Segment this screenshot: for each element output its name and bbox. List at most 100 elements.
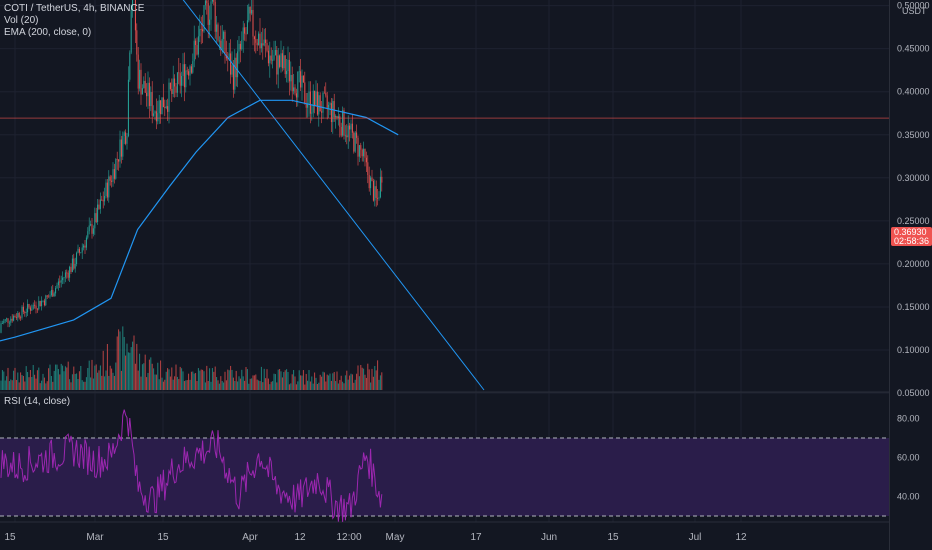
volume-bar-down	[336, 371, 338, 390]
time-tick-label: 15	[4, 532, 16, 543]
candle-down	[279, 55, 281, 67]
volume-bar-up	[234, 381, 236, 390]
candle-down	[276, 50, 278, 75]
candle-down	[179, 73, 181, 86]
volume-bar-down	[84, 381, 86, 390]
candle-down	[323, 92, 325, 94]
volume-bar-up	[263, 368, 265, 390]
volume-bar-up	[315, 377, 317, 390]
candle-down	[95, 213, 97, 223]
candle-up	[150, 92, 152, 107]
candle-down	[214, 1, 216, 32]
volume-bar-down	[67, 361, 69, 390]
volume-bar-down	[7, 367, 9, 390]
candle-down	[333, 101, 335, 118]
candle-down	[326, 95, 328, 108]
candle-up	[234, 57, 236, 90]
volume-bar-down	[368, 369, 370, 390]
volume-bar-down	[91, 359, 93, 390]
candle-down	[24, 311, 26, 314]
rsi-legend[interactable]: RSI (14, close)	[4, 396, 71, 407]
candle-down	[262, 43, 264, 46]
candle-down	[255, 39, 257, 43]
candle-up	[92, 228, 94, 234]
volume-bar-down	[102, 350, 104, 390]
candle-down	[59, 281, 61, 283]
candle-up	[32, 304, 34, 310]
candle-up	[210, 1, 212, 20]
volume-bar-up	[0, 380, 2, 390]
volume-bar-down	[220, 376, 222, 390]
volume-bar-down	[349, 375, 351, 390]
volume-bar-up	[277, 369, 279, 390]
candle-down	[259, 33, 261, 49]
volume-bar-down	[186, 380, 188, 390]
candle-up	[126, 136, 128, 144]
candle-down	[253, 36, 255, 40]
volume-legend[interactable]: Vol (20)	[4, 15, 39, 26]
candle-down	[281, 53, 283, 69]
candle-up	[147, 82, 149, 97]
volume-bar-up	[71, 374, 73, 390]
candle-up	[0, 323, 2, 333]
candle-up	[76, 252, 78, 264]
candle-up	[83, 245, 85, 248]
volume-bar-down	[137, 370, 139, 390]
symbol-legend[interactable]: COTI / TetherUS, 4h, BINANCE	[4, 3, 145, 14]
volume-bar-up	[161, 377, 163, 390]
candle-down	[22, 306, 24, 312]
candle-up	[129, 52, 131, 80]
rsi-tick-label: 40.00	[897, 492, 920, 502]
time-tick-label: 12	[735, 532, 747, 543]
volume-bar-down	[213, 371, 215, 390]
time-tick-label: Jul	[689, 532, 702, 543]
candle-up	[42, 300, 44, 302]
volume-bar-down	[14, 367, 16, 390]
volume-bar-down	[356, 373, 358, 390]
volume-bar-down	[39, 383, 41, 390]
volume-bar-up	[370, 382, 372, 390]
volume-bar-down	[78, 371, 80, 390]
candle-up	[57, 281, 59, 286]
candle-down	[265, 39, 267, 43]
volume-bar-down	[252, 375, 254, 390]
volume-bar-up	[123, 337, 125, 390]
candle-down	[7, 318, 9, 323]
candle-down	[169, 82, 171, 89]
candle-down	[353, 132, 355, 152]
candle-up	[328, 104, 330, 108]
candle-down	[368, 175, 370, 189]
candle-down	[294, 87, 296, 94]
volume-bar-down	[48, 368, 50, 390]
volume-bar-up	[41, 380, 43, 390]
volume-bar-up	[209, 368, 211, 390]
candle-down	[224, 31, 226, 55]
candle-down	[360, 145, 362, 150]
trendline[interactable]	[0, 0, 485, 391]
candle-up	[56, 285, 58, 289]
candle-up	[115, 159, 117, 179]
volume-bar-down	[284, 370, 286, 390]
time-tick-label: 12	[294, 532, 306, 543]
volume-bar-down	[346, 370, 348, 390]
candle-down	[70, 266, 72, 272]
candle-up	[13, 315, 15, 321]
volume-bar-up	[94, 365, 96, 390]
candle-down	[365, 157, 367, 163]
price-tick-label: 0.50000	[897, 1, 930, 11]
candle-up	[112, 169, 114, 182]
price-tick-label: 0.40000	[897, 87, 930, 97]
volume-bar-down	[106, 344, 108, 390]
candle-down	[15, 317, 17, 319]
volume-bar-up	[241, 369, 243, 390]
candle-down	[346, 135, 348, 138]
candle-up	[50, 290, 52, 296]
volume-bar-up	[90, 377, 92, 390]
candle-down	[111, 180, 113, 182]
candle-down	[186, 70, 188, 72]
volume-bar-up	[112, 372, 114, 390]
candle-down	[84, 245, 86, 248]
ema-legend[interactable]: EMA (200, close, 0)	[4, 27, 92, 38]
candle-up	[192, 61, 194, 73]
